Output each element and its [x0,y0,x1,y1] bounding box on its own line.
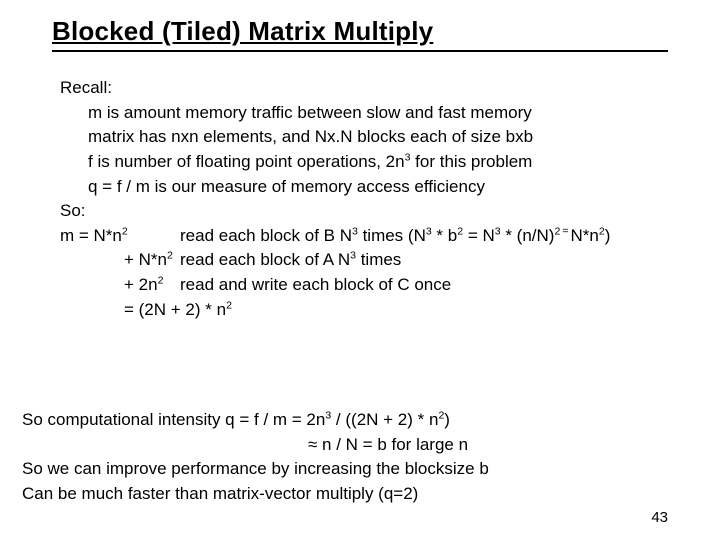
text-span: for this problem [410,152,532,171]
m-line-3: + 2n2 read and write each block of C onc… [60,273,610,298]
text-span: * (n/N) [501,226,555,245]
sup-2: 2 [167,250,173,262]
text-span: read each block of A N [180,250,350,269]
m-line-2: + N*n2 read each block of A N3 times [60,248,610,273]
sup-2: 2 [122,225,128,237]
text-span: / ((2N + 2) * n [331,410,438,429]
main-text-block: Recall: m is amount memory traffic betwe… [60,76,610,322]
recall-line-m: m is amount memory traffic between slow … [88,101,610,126]
m-lhs-1: m = N*n2 [60,224,180,249]
text-span: + 2n [124,275,158,294]
m-rhs-1: read each block of B N3 times (N3 * b2 =… [180,224,610,249]
m-rhs-3: read and write each block of C once [180,273,610,298]
recall-line-f: f is number of floating point operations… [88,150,610,175]
recall-label: Recall: [60,76,610,101]
text-span: = (2N + 2) * n [124,300,226,319]
m-rhs-2: read each block of A N3 times [180,248,610,273]
conclusion-line-2: ≈ n / N = b for large n [22,433,489,458]
text-span: * b [432,226,458,245]
so-label: So: [60,199,610,224]
sup-eq: = [560,225,570,237]
title-underline-rule [52,50,668,52]
recall-line-matrix: matrix has nxn elements, and Nx.N blocks… [88,125,610,150]
sup-2: 2 [158,274,164,286]
text-span: + N*n [124,250,167,269]
m-lhs-2: + N*n2 [60,248,180,273]
sup-2: 2 [226,299,232,311]
m-line-1: m = N*n2 read each block of B N3 times (… [60,224,610,249]
conclusion-block: So computational intensity q = f / m = 2… [22,408,489,507]
page-number: 43 [651,509,668,526]
text-span: N*n [570,226,598,245]
text-span: m = N*n [60,226,122,245]
m-lhs-3: + 2n2 [60,273,180,298]
conclusion-line-3: So we can improve performance by increas… [22,457,489,482]
text-span: ) [444,410,450,429]
m-line-eq: = (2N + 2) * n2 [124,298,610,323]
page-title: Blocked (Tiled) Matrix Multiply [52,16,433,47]
text-span: times [356,250,401,269]
conclusion-line-1: So computational intensity q = f / m = 2… [22,408,489,433]
text-span: ) [605,226,611,245]
text-span: So computational intensity q = f / m = 2… [22,410,325,429]
recall-line-q: q = f / m is our measure of memory acces… [88,175,610,200]
text-span: = N [463,226,495,245]
text-span: f is number of floating point operations… [88,152,405,171]
text-span: read each block of B N [180,226,352,245]
text-span: times (N [358,226,426,245]
conclusion-line-4: Can be much faster than matrix-vector mu… [22,482,489,507]
